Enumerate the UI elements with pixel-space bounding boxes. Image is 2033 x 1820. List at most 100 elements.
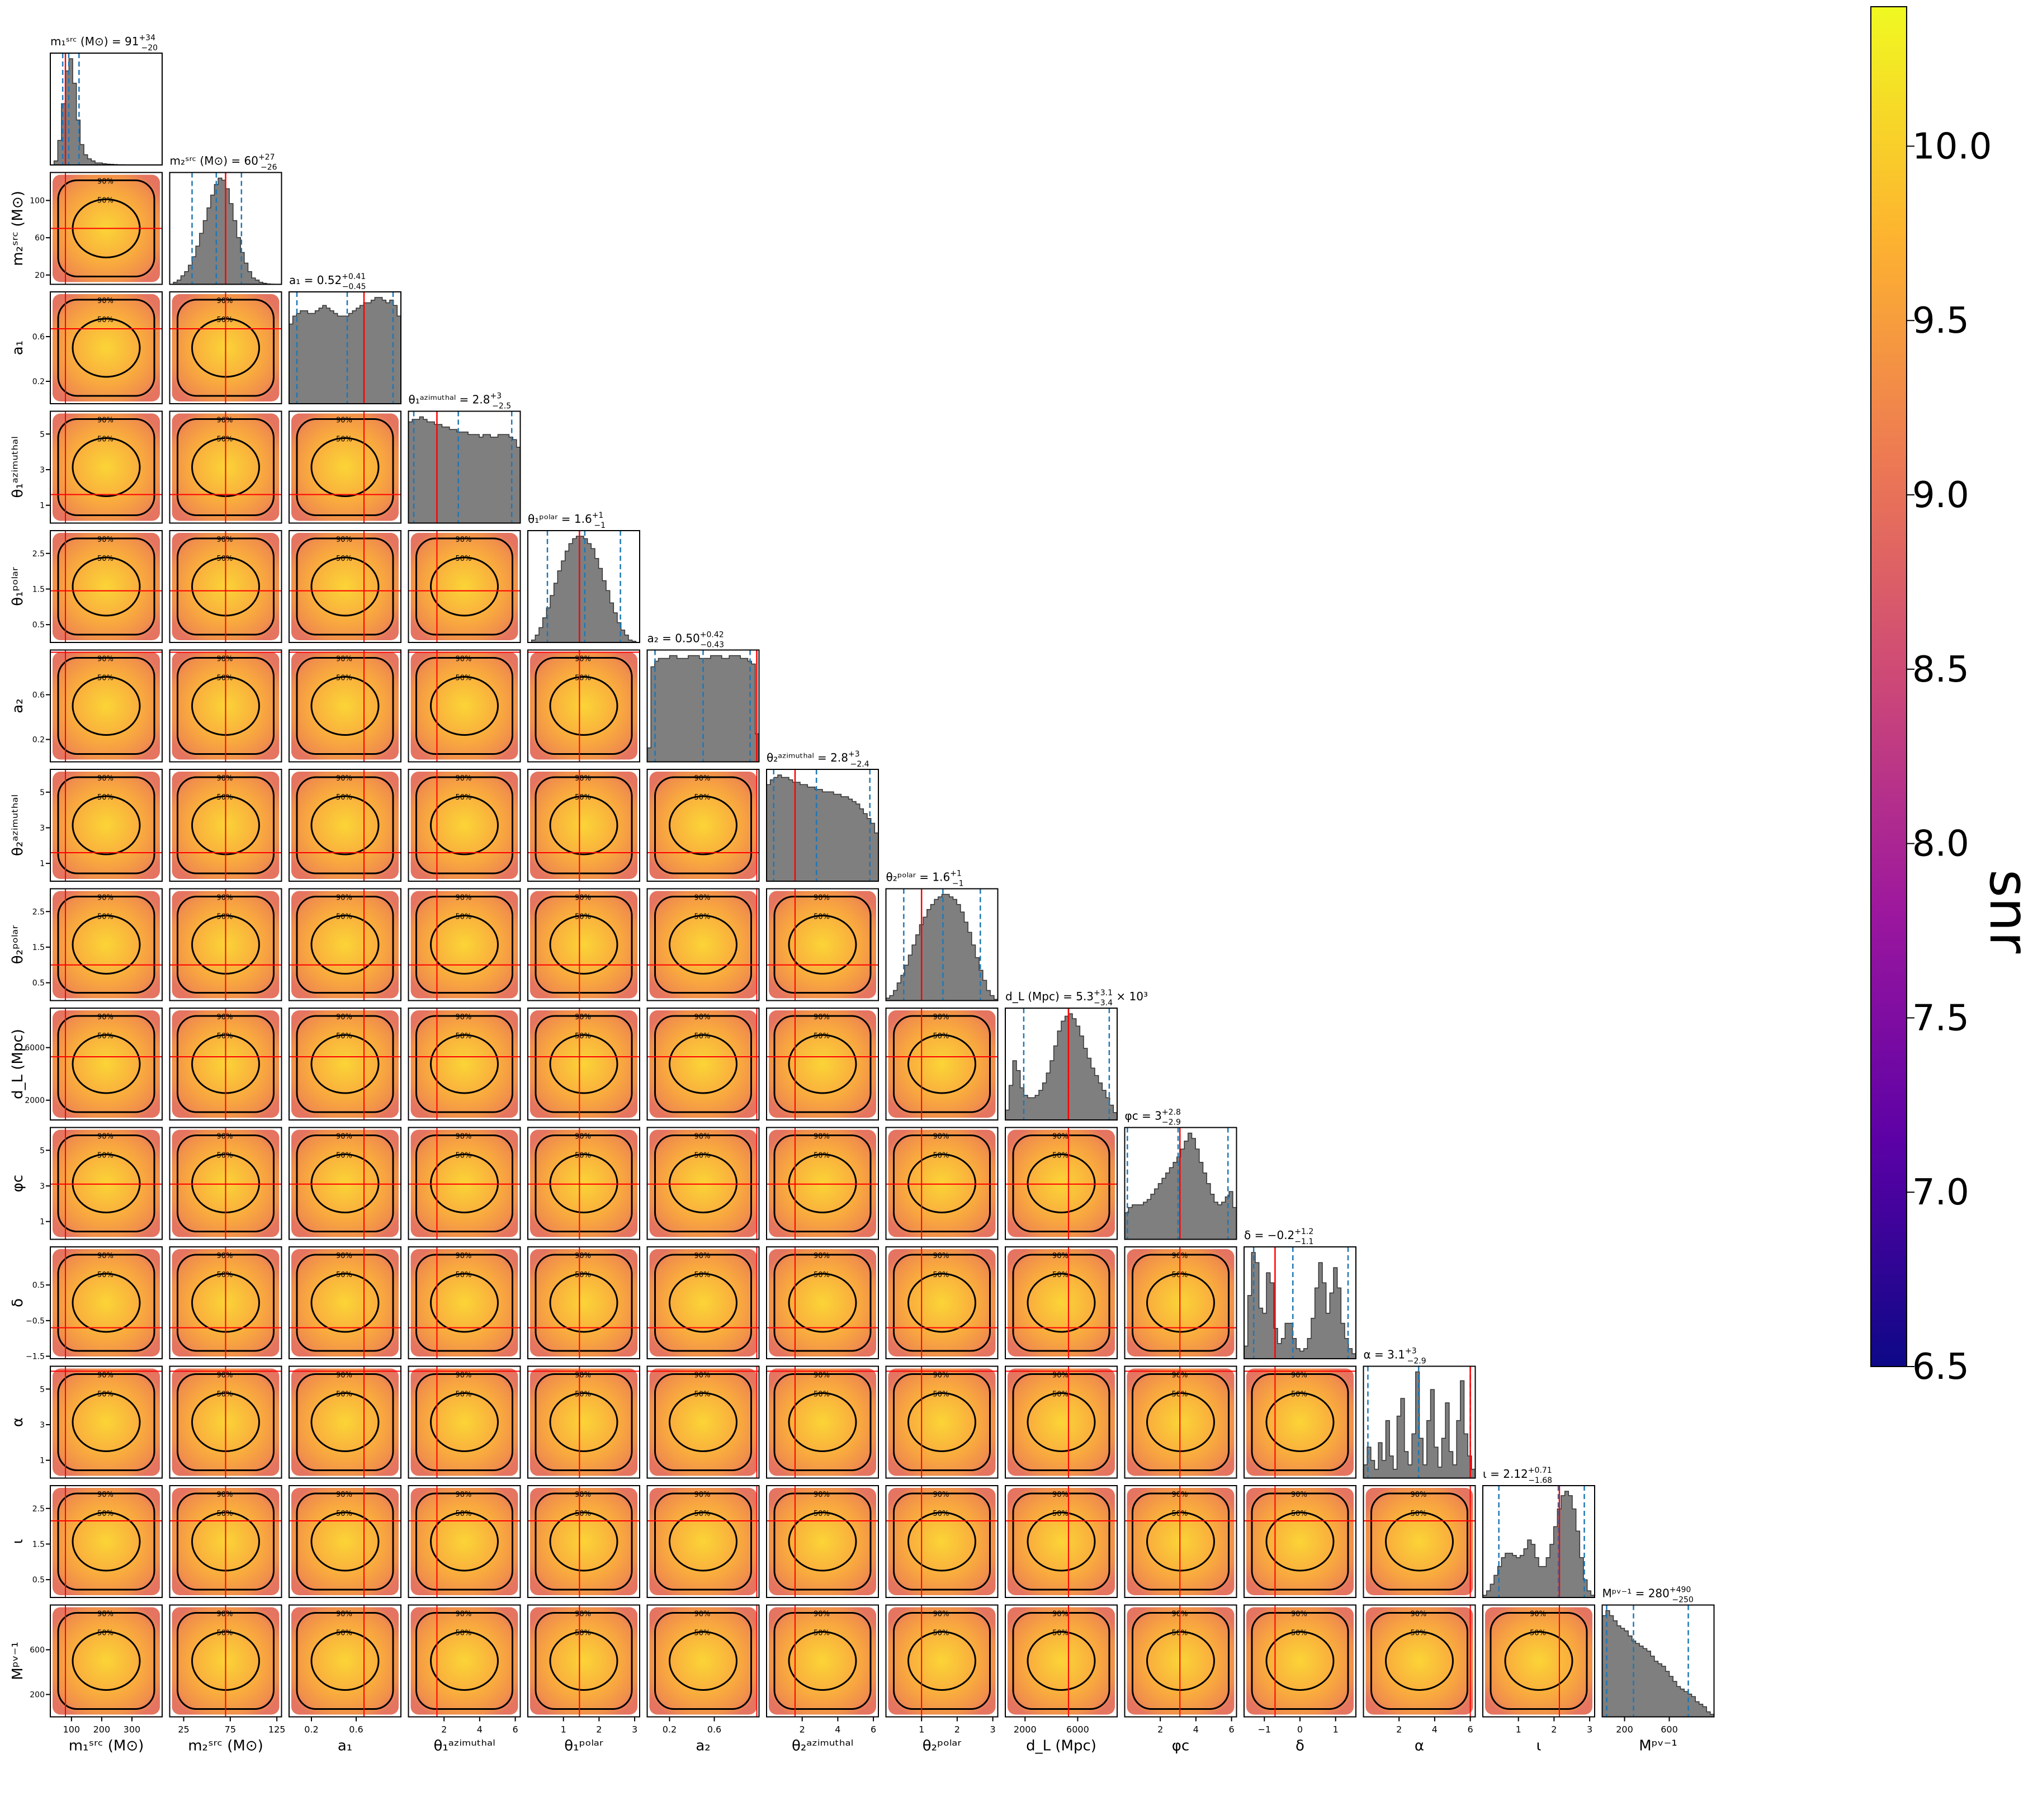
contour-label: 50% bbox=[694, 1629, 711, 1638]
scatter-panel: 50% 90% bbox=[289, 769, 401, 882]
contour-90 bbox=[415, 896, 513, 994]
y-tick-label: 1.5 bbox=[32, 585, 45, 594]
panel-frame bbox=[1244, 1365, 1356, 1479]
contour-90 bbox=[296, 1612, 394, 1710]
panel-frame bbox=[1244, 1485, 1356, 1598]
contour-label: 90% bbox=[336, 655, 352, 664]
contour-90 bbox=[1251, 1373, 1349, 1471]
contour-label: 50% bbox=[694, 913, 711, 921]
contour-50 bbox=[1504, 1631, 1573, 1691]
density-cloud bbox=[1485, 1607, 1592, 1715]
x-axis-label: θ₂ᵃᶻⁱᵐᵘᵗʰᵃˡ bbox=[792, 1738, 853, 1755]
y-axis-label: θ₂ᵃᶻⁱᵐᵘᵗʰᵃˡ bbox=[10, 795, 26, 856]
panel-frame bbox=[885, 1604, 999, 1718]
contour-label: 90% bbox=[1052, 1252, 1068, 1260]
contour-50 bbox=[669, 795, 737, 855]
x-tick-label: 2 bbox=[1396, 1724, 1402, 1735]
y-tick-label: 600 bbox=[30, 1646, 45, 1655]
scatter-panel: 50% 90% −1.5 −0.5 0.5 δ bbox=[10, 1246, 163, 1362]
scatter-panel: 50% 90% bbox=[527, 888, 640, 1001]
contour-label: 90% bbox=[694, 894, 711, 902]
contour-50 bbox=[549, 795, 618, 855]
histogram-panel: θ₂ᵖᵒˡᵃʳ = 1.6+1 −1 bbox=[885, 869, 999, 1001]
density-cloud bbox=[53, 1249, 160, 1356]
contour-50 bbox=[1385, 1511, 1454, 1572]
panel-frame bbox=[408, 769, 521, 882]
scatter-panel: 50% 90% 1 3 5 θ₂ᵃᶻⁱᵐᵘᵗʰᵃˡ bbox=[10, 769, 163, 882]
x-tick-label: 75 bbox=[225, 1724, 236, 1735]
contour-label: 90% bbox=[814, 894, 830, 902]
panel-frame bbox=[50, 410, 163, 524]
y-axis-label: δ bbox=[10, 1298, 26, 1307]
panel-frame bbox=[169, 769, 282, 882]
histogram-panel: a₂ = 0.50+0.42 −0.43 bbox=[646, 631, 760, 763]
x-tick-label: 1 bbox=[1516, 1724, 1521, 1735]
contour-50 bbox=[1027, 1154, 1096, 1213]
density-cloud bbox=[291, 533, 399, 640]
contour-90 bbox=[654, 1254, 752, 1352]
contour-label: 50% bbox=[1530, 1629, 1546, 1638]
x-tick-label: 300 bbox=[124, 1724, 141, 1735]
contour-label: 90% bbox=[336, 417, 352, 425]
density-cloud bbox=[291, 1368, 399, 1476]
scatter-panel: 50% 90% bbox=[527, 1008, 640, 1121]
panel-frame bbox=[527, 769, 640, 882]
histogram-panel: Mᵖᵛ⁻¹ = 280+490 −250 200 600 Mᵖᵛ⁻¹ bbox=[1601, 1586, 1715, 1755]
density-cloud bbox=[410, 1488, 518, 1595]
panel-frame bbox=[527, 1127, 640, 1240]
contour-label: 50% bbox=[217, 555, 233, 563]
contour-label: 90% bbox=[456, 1610, 472, 1619]
scatter-panel: 50% 90% bbox=[766, 1365, 879, 1479]
contour-50 bbox=[1146, 1392, 1215, 1452]
density-cloud bbox=[649, 1249, 757, 1356]
density-cloud bbox=[649, 1488, 757, 1595]
contour-90 bbox=[57, 776, 155, 874]
contour-50 bbox=[430, 795, 499, 855]
density-cloud bbox=[53, 1010, 160, 1118]
contour-label: 50% bbox=[456, 793, 472, 802]
panel-frame bbox=[766, 1604, 879, 1718]
scatter-panel: 50% 90% bbox=[527, 1485, 640, 1598]
panel-frame bbox=[408, 888, 521, 1001]
panel-frame bbox=[1124, 1365, 1237, 1479]
scatter-panel: 50% 90% 0.5 1.5 2.5 θ₂ᵖᵒˡᵃʳ bbox=[10, 888, 163, 1001]
scatter-panel: 50% 90% bbox=[646, 888, 760, 1001]
x-axis-label: θ₁ᵖᵒˡᵃʳ bbox=[564, 1738, 603, 1755]
density-cloud bbox=[888, 1129, 996, 1237]
contour-90 bbox=[1132, 1492, 1230, 1591]
panel-frame bbox=[289, 530, 401, 643]
contour-50 bbox=[72, 1273, 141, 1333]
contour-90 bbox=[57, 1492, 155, 1591]
density-cloud bbox=[1246, 1607, 1354, 1715]
contour-50 bbox=[72, 1631, 141, 1691]
y-tick-label: 100 bbox=[30, 197, 45, 206]
panel-frame bbox=[1005, 1246, 1118, 1359]
contour-90 bbox=[773, 1254, 872, 1352]
contour-50 bbox=[310, 1034, 380, 1094]
density-cloud bbox=[530, 891, 637, 999]
x-tick-label: 125 bbox=[268, 1724, 286, 1735]
panel-frame bbox=[169, 1246, 282, 1359]
contour-90 bbox=[415, 1492, 513, 1591]
y-tick-label: 1 bbox=[40, 502, 45, 510]
contour-50 bbox=[310, 1392, 380, 1452]
contour-label: 90% bbox=[97, 894, 114, 902]
scatter-panel: 50% 90% bbox=[408, 1008, 521, 1121]
panel-frame bbox=[766, 1485, 879, 1598]
panel-frame bbox=[885, 1365, 999, 1479]
y-tick-label: 1 bbox=[40, 1218, 45, 1227]
colorbar-ticks: 6.5 7.0 7.5 8.0 8.5 9.0 9.5 10.0 bbox=[1907, 126, 1992, 1388]
panel-frame bbox=[169, 530, 282, 643]
panel-frame bbox=[1601, 1604, 1715, 1718]
panel-frame bbox=[646, 1008, 760, 1121]
x-tick-label: 3 bbox=[990, 1724, 995, 1735]
scatter-panel: 50% 90% bbox=[1244, 1485, 1356, 1598]
contour-label: 50% bbox=[336, 1032, 352, 1041]
panel-frame bbox=[169, 172, 282, 285]
histogram-panel: α = 3.1+3 −2.9 bbox=[1363, 1347, 1476, 1479]
scatter-panel: 50% 90% 0.2 0.6 a₂ bbox=[646, 1604, 760, 1755]
scatter-panel: 50% 90% bbox=[527, 649, 640, 763]
panel-title: θ₁ᵃᶻⁱᵐᵘᵗʰᵃˡ = 2.8+3 −2.5 bbox=[409, 392, 512, 411]
contour-50 bbox=[788, 1273, 857, 1333]
